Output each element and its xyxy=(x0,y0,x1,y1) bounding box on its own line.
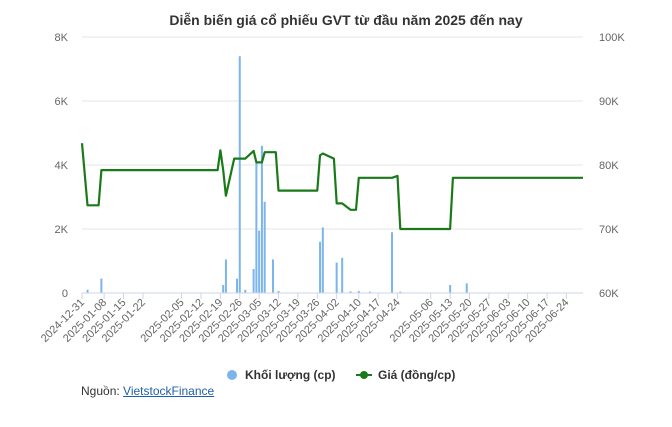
volume-bar xyxy=(277,291,280,293)
volume-bar xyxy=(341,257,344,293)
y-left-tick-label: 4K xyxy=(55,160,69,172)
grid-lines xyxy=(82,36,583,230)
y-right-tick-label: 70K xyxy=(599,224,619,236)
legend-volume-marker xyxy=(227,370,237,380)
volume-bar xyxy=(236,278,239,293)
volume-bar xyxy=(86,289,89,293)
y-right-tick-label: 100K xyxy=(599,32,625,44)
price-line xyxy=(80,143,583,231)
volume-bar xyxy=(321,227,324,293)
volume-bars xyxy=(86,56,468,294)
legend[interactable]: Khối lượng (cp) Giá (đồng/cp) xyxy=(227,368,455,382)
y-left-tick-label: 2K xyxy=(55,224,69,236)
volume-bar xyxy=(357,291,360,293)
y-left-tick-label: 0 xyxy=(62,288,68,300)
volume-bar xyxy=(391,232,394,293)
source-note: Nguồn: VietstockFinance xyxy=(81,384,214,398)
volume-bar xyxy=(271,259,274,293)
volume-bar xyxy=(449,285,452,293)
chart-title: Diễn biến giá cổ phiếu GVT từ đầu năm 20… xyxy=(169,12,522,28)
volume-bar xyxy=(368,291,371,293)
volume-bar xyxy=(258,230,261,293)
volume-bar xyxy=(399,291,402,293)
source-link[interactable]: VietstockFinance xyxy=(123,384,215,398)
volume-bar xyxy=(100,278,103,293)
legend-price-marker xyxy=(360,371,368,379)
volume-bar xyxy=(349,291,352,293)
y-right-tick-label: 80K xyxy=(599,160,619,172)
volume-bar xyxy=(222,285,225,293)
y-left-tick-label: 8K xyxy=(55,32,69,44)
volume-bar xyxy=(319,241,322,293)
y-right-tick-label: 90K xyxy=(599,96,619,108)
y-right-tick-label: 60K xyxy=(599,288,619,300)
source-label: Nguồn: xyxy=(81,384,120,398)
price-line-group xyxy=(80,143,583,231)
volume-bar xyxy=(252,269,255,293)
y-axis-left: 0 2K 4K 6K 8K xyxy=(55,32,69,300)
volume-bar xyxy=(244,289,247,293)
y-axis-right: 60K 70K 80K 90K 100K xyxy=(599,32,625,300)
x-axis: 2024-12-312025-01-082025-01-152025-01-22… xyxy=(39,292,583,345)
legend-volume-label: Khối lượng (cp) xyxy=(245,368,336,382)
volume-bar xyxy=(255,161,258,293)
volume-bar xyxy=(238,56,241,294)
volume-bar xyxy=(465,283,468,293)
volume-bar xyxy=(224,259,227,293)
volume-bar xyxy=(263,201,266,293)
volume-bar xyxy=(260,145,263,293)
volume-bar xyxy=(335,262,338,293)
y-left-tick-label: 6K xyxy=(55,96,69,108)
legend-price-label: Giá (đồng/cp) xyxy=(378,368,455,382)
